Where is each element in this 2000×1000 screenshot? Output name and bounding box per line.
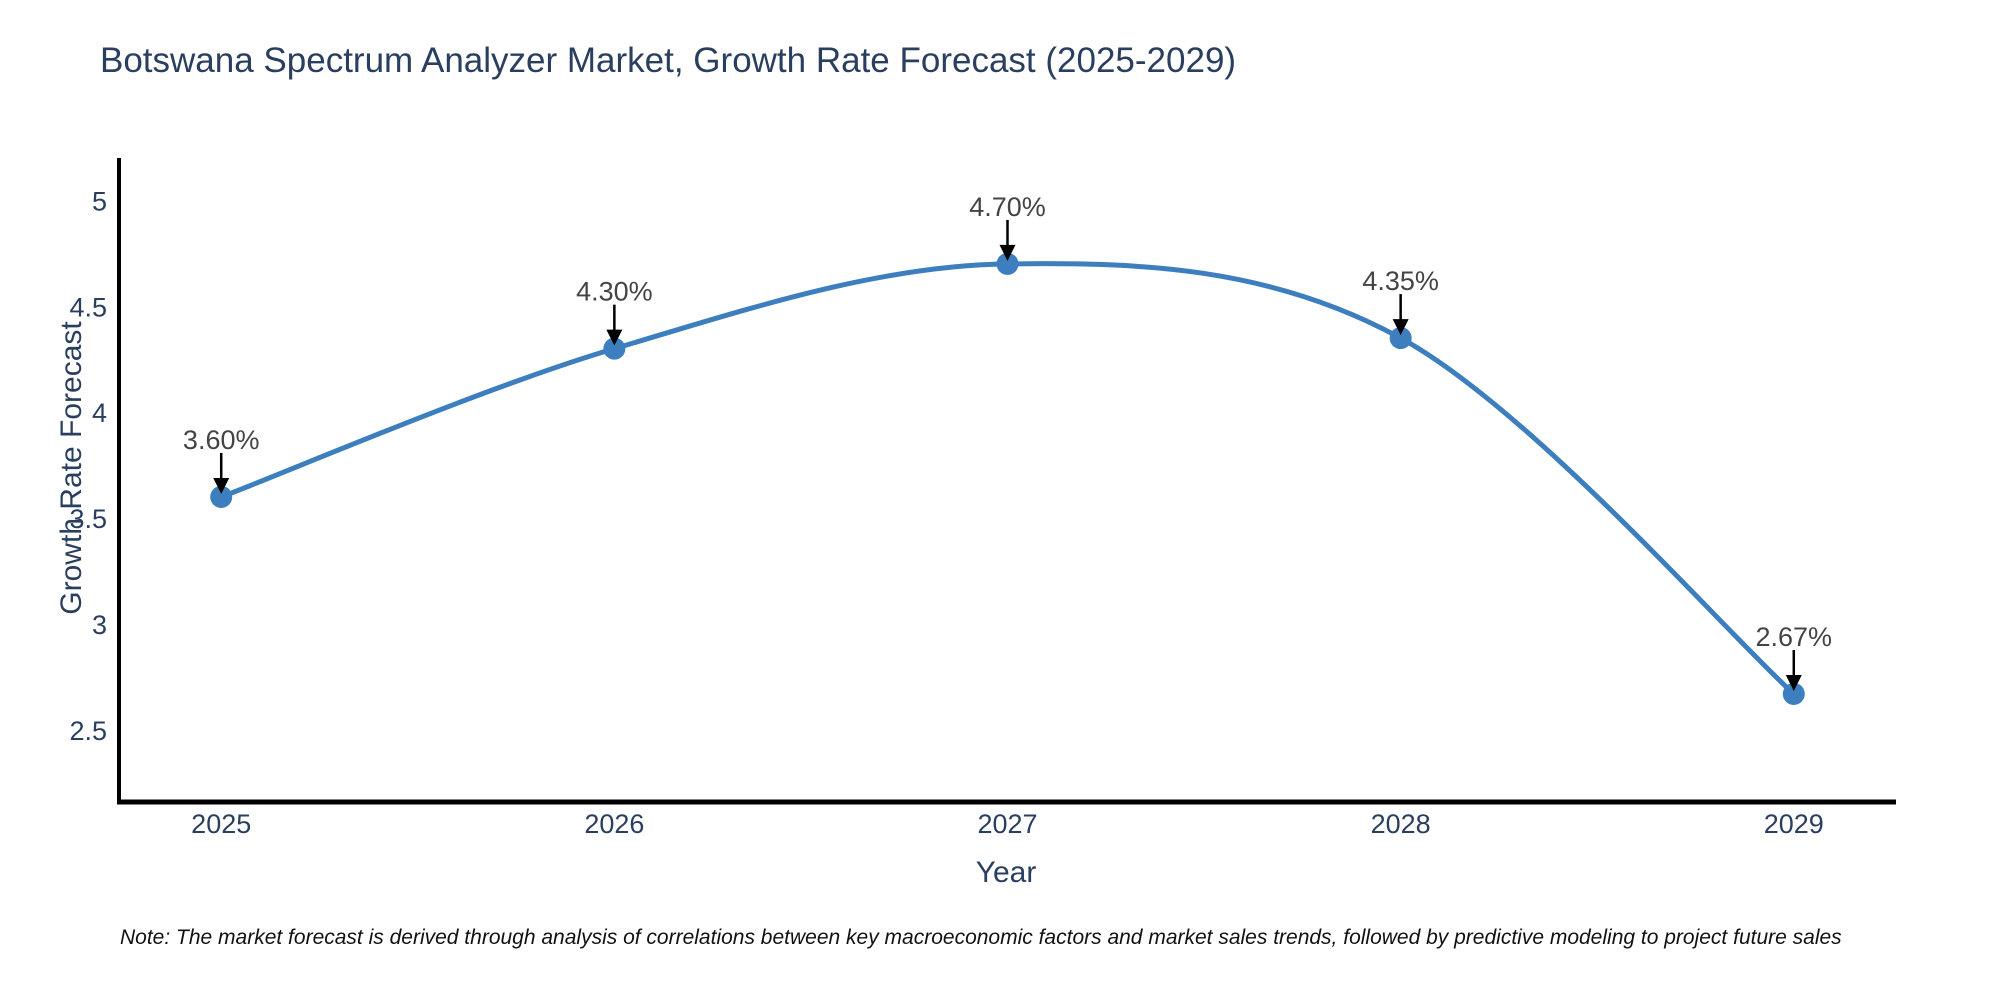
annotation-arrowhead xyxy=(1785,674,1802,691)
point-label: 3.60% xyxy=(183,425,260,455)
y-tick-label: 3.5 xyxy=(69,504,107,534)
data-point-marker[interactable] xyxy=(1782,682,1805,705)
x-tick-label: 2029 xyxy=(1764,809,1824,839)
y-tick-label: 2.5 xyxy=(69,716,107,746)
point-label: 4.35% xyxy=(1362,266,1439,296)
chart-title: Botswana Spectrum Analyzer Market, Growt… xyxy=(100,41,1237,80)
x-axis-title: Year xyxy=(975,856,1037,889)
data-point-marker[interactable] xyxy=(210,485,233,508)
y-tick-label: 4.5 xyxy=(69,292,107,322)
y-axis-title: Growth Rate Forecast xyxy=(55,321,88,615)
annotation-arrowhead xyxy=(213,477,230,494)
annotation-arrowhead xyxy=(999,244,1016,261)
data-point-marker[interactable] xyxy=(603,337,626,360)
data-point-marker[interactable] xyxy=(1389,327,1412,350)
y-tick-label: 5 xyxy=(92,186,107,216)
annotation-arrowhead xyxy=(1392,319,1409,336)
trace-line xyxy=(218,261,1797,697)
x-tick-label: 2027 xyxy=(977,809,1037,839)
annotation-arrowhead xyxy=(606,329,623,346)
x-tick-label: 2026 xyxy=(584,809,644,839)
data-point-marker[interactable] xyxy=(996,252,1019,275)
footnote: Note: The market forecast is derived thr… xyxy=(120,926,1842,949)
y-tick-label: 4 xyxy=(92,398,107,428)
y-tick-label: 3 xyxy=(92,610,107,640)
point-label: 4.30% xyxy=(576,277,653,307)
x-tick-label: 2025 xyxy=(191,809,251,839)
x-tick-label: 2028 xyxy=(1371,809,1431,839)
point-label: 2.67% xyxy=(1756,622,1833,652)
point-label: 4.70% xyxy=(969,192,1046,222)
